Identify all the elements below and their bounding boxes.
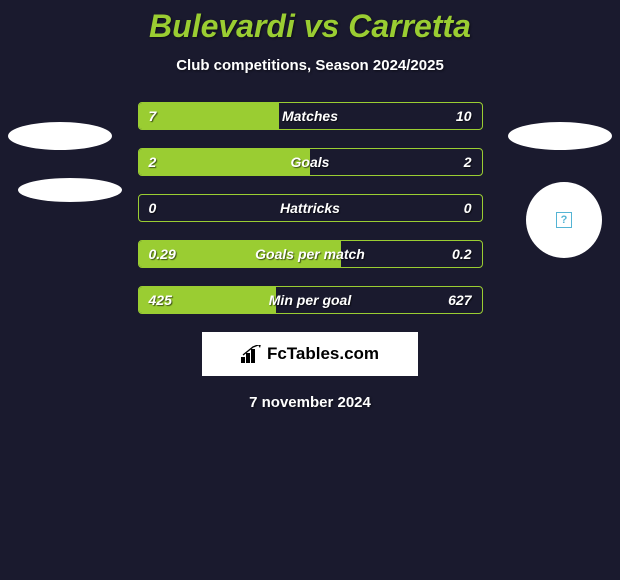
stat-value-left: 0.29 bbox=[139, 246, 176, 262]
stat-label: Matches bbox=[282, 108, 338, 124]
stat-rows: 7 Matches 10 2 Goals 2 0 Hattricks 0 0.2… bbox=[138, 102, 483, 314]
stat-value-right: 0.2 bbox=[452, 246, 481, 262]
stat-fill-left bbox=[139, 103, 280, 129]
stat-fill-left bbox=[139, 149, 311, 175]
stat-value-right: 0 bbox=[464, 200, 482, 216]
stat-row: 2 Goals 2 bbox=[138, 148, 483, 176]
stat-label: Min per goal bbox=[269, 292, 351, 308]
stat-label: Hattricks bbox=[280, 200, 340, 216]
stat-label: Goals bbox=[291, 154, 330, 170]
stat-row: 7 Matches 10 bbox=[138, 102, 483, 130]
page-title: Bulevardi vs Carretta bbox=[0, 0, 620, 45]
subtitle: Club competitions, Season 2024/2025 bbox=[0, 57, 620, 74]
stat-value-right: 10 bbox=[456, 108, 482, 124]
stat-row: 0.29 Goals per match 0.2 bbox=[138, 240, 483, 268]
stat-value-left: 0 bbox=[139, 200, 157, 216]
stat-value-left: 7 bbox=[139, 108, 157, 124]
stat-value-right: 2 bbox=[464, 154, 482, 170]
player-badge-right-2: ? bbox=[526, 182, 602, 258]
stat-value-right: 627 bbox=[448, 292, 481, 308]
stat-value-left: 425 bbox=[139, 292, 172, 308]
stat-value-left: 2 bbox=[139, 154, 157, 170]
chart-icon bbox=[241, 345, 263, 363]
stat-row: 0 Hattricks 0 bbox=[138, 194, 483, 222]
question-icon: ? bbox=[556, 212, 572, 228]
player-badge-right-1 bbox=[508, 122, 612, 150]
date-text: 7 november 2024 bbox=[0, 394, 620, 411]
brand-text: FcTables.com bbox=[267, 344, 379, 364]
brand-badge[interactable]: FcTables.com bbox=[202, 332, 418, 376]
stat-label: Goals per match bbox=[255, 246, 365, 262]
stat-row: 425 Min per goal 627 bbox=[138, 286, 483, 314]
player-badge-left-2 bbox=[18, 178, 122, 202]
player-badge-left-1 bbox=[8, 122, 112, 150]
